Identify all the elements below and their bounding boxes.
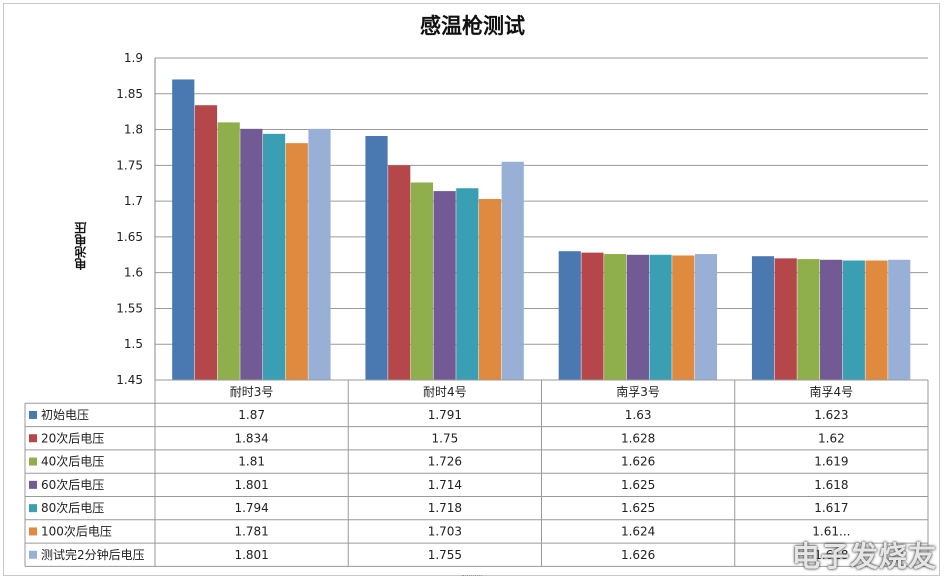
bar [649, 254, 672, 380]
y-tick-label: 1.85 [116, 87, 143, 101]
x-category-label: 耐时4号 [423, 385, 467, 399]
bar [217, 122, 240, 381]
bar [478, 198, 502, 380]
bar [581, 252, 604, 380]
y-tick-label: 1.55 [116, 301, 143, 315]
bar [774, 258, 797, 380]
legend-series-name: 80次后电压 [41, 501, 104, 515]
table-value-cell: 1.726 [428, 455, 462, 469]
table-value-cell: 1.618 [814, 478, 848, 492]
table-value-cell: 1.75 [432, 431, 459, 445]
bar [433, 191, 456, 380]
bar [365, 135, 388, 380]
legend-series-name: 测试完2分钟后电压 [41, 547, 145, 562]
table-value-cell: 1.801 [234, 548, 268, 562]
table-value-cell: 1.781 [234, 524, 268, 538]
chart-title: 感温枪测试 [420, 14, 525, 38]
bar [410, 182, 434, 380]
table-value-cell: 1.626 [621, 455, 655, 469]
bar [842, 260, 865, 380]
legend-swatch [29, 527, 37, 536]
bar [888, 259, 911, 380]
table-value-cell: 1.755 [428, 548, 462, 562]
bar [388, 165, 411, 380]
table-value-cell: 1.714 [428, 478, 462, 492]
table-value-cell: 1.624 [621, 524, 655, 538]
y-tick-label: 1.7 [124, 194, 143, 208]
table-value-cell: 1.61... [812, 524, 850, 538]
legend-series-name: 100次后电压 [41, 524, 112, 538]
table-value-cell: 1.625 [621, 478, 655, 492]
table-value-cell: 1.618 [814, 548, 848, 562]
x-category-label: 耐时3号 [230, 385, 274, 399]
y-tick-label: 1.9 [124, 51, 143, 65]
table-value-cell: 1.62 [818, 431, 845, 445]
table-value-cell: 1.626 [621, 548, 655, 562]
table-value-cell: 1.617 [814, 501, 848, 515]
table-value-cell: 1.801 [234, 478, 268, 492]
x-category-label: 南孚3号 [616, 384, 660, 399]
bar [626, 254, 649, 380]
table-value-cell: 1.791 [428, 408, 462, 422]
y-tick-label: 1.65 [116, 230, 143, 244]
table-value-cell: 1.623 [814, 408, 848, 422]
bar [797, 259, 820, 380]
legend-series-name: 初始电压 [41, 408, 89, 422]
legend-swatch [29, 480, 37, 489]
y-tick-label: 1.6 [124, 266, 143, 280]
legend-series-name: 40次后电压 [41, 455, 104, 469]
legend-swatch [29, 457, 37, 466]
legend-swatch [29, 550, 37, 559]
watermark: 电子发烧友 [791, 540, 937, 573]
bar [262, 133, 286, 380]
bar [672, 255, 695, 380]
y-tick-label: 1.5 [124, 337, 143, 351]
bar [501, 161, 524, 380]
table-value-cell: 1.619 [814, 455, 848, 469]
legend-swatch [29, 410, 37, 419]
table-value-cell: 1.625 [621, 501, 655, 515]
bar [694, 254, 718, 380]
bar [604, 254, 627, 380]
table-value-cell: 1.87 [238, 408, 265, 422]
table-value-cell: 1.628 [621, 431, 655, 445]
legend-series-name: 60次后电压 [41, 478, 104, 492]
bar [308, 128, 331, 380]
bar [751, 256, 775, 380]
legend-swatch [29, 504, 37, 513]
legend-swatch [29, 434, 37, 443]
table-value-cell: 1.81 [238, 455, 265, 469]
table-value-cell: 1.703 [428, 524, 462, 538]
resize-handle[interactable] [462, 575, 482, 579]
bar [194, 105, 218, 380]
table-value-cell: 1.63 [625, 408, 652, 422]
bar [820, 259, 843, 380]
y-tick-label: 1.8 [124, 123, 143, 137]
bar [285, 143, 308, 380]
y-tick-label: 1.75 [116, 158, 143, 172]
table-value-cell: 1.718 [428, 501, 462, 515]
table-value-cell: 1.794 [234, 501, 268, 515]
x-category-label: 南孚4号 [810, 384, 854, 399]
bar [172, 79, 195, 380]
legend-series-name: 20次后电压 [41, 431, 104, 445]
bar [865, 260, 888, 380]
table-value-cell: 1.834 [234, 431, 268, 445]
y-tick-label: 1.45 [116, 373, 143, 387]
bar [240, 128, 263, 380]
bar [456, 188, 479, 380]
bar [558, 251, 581, 380]
